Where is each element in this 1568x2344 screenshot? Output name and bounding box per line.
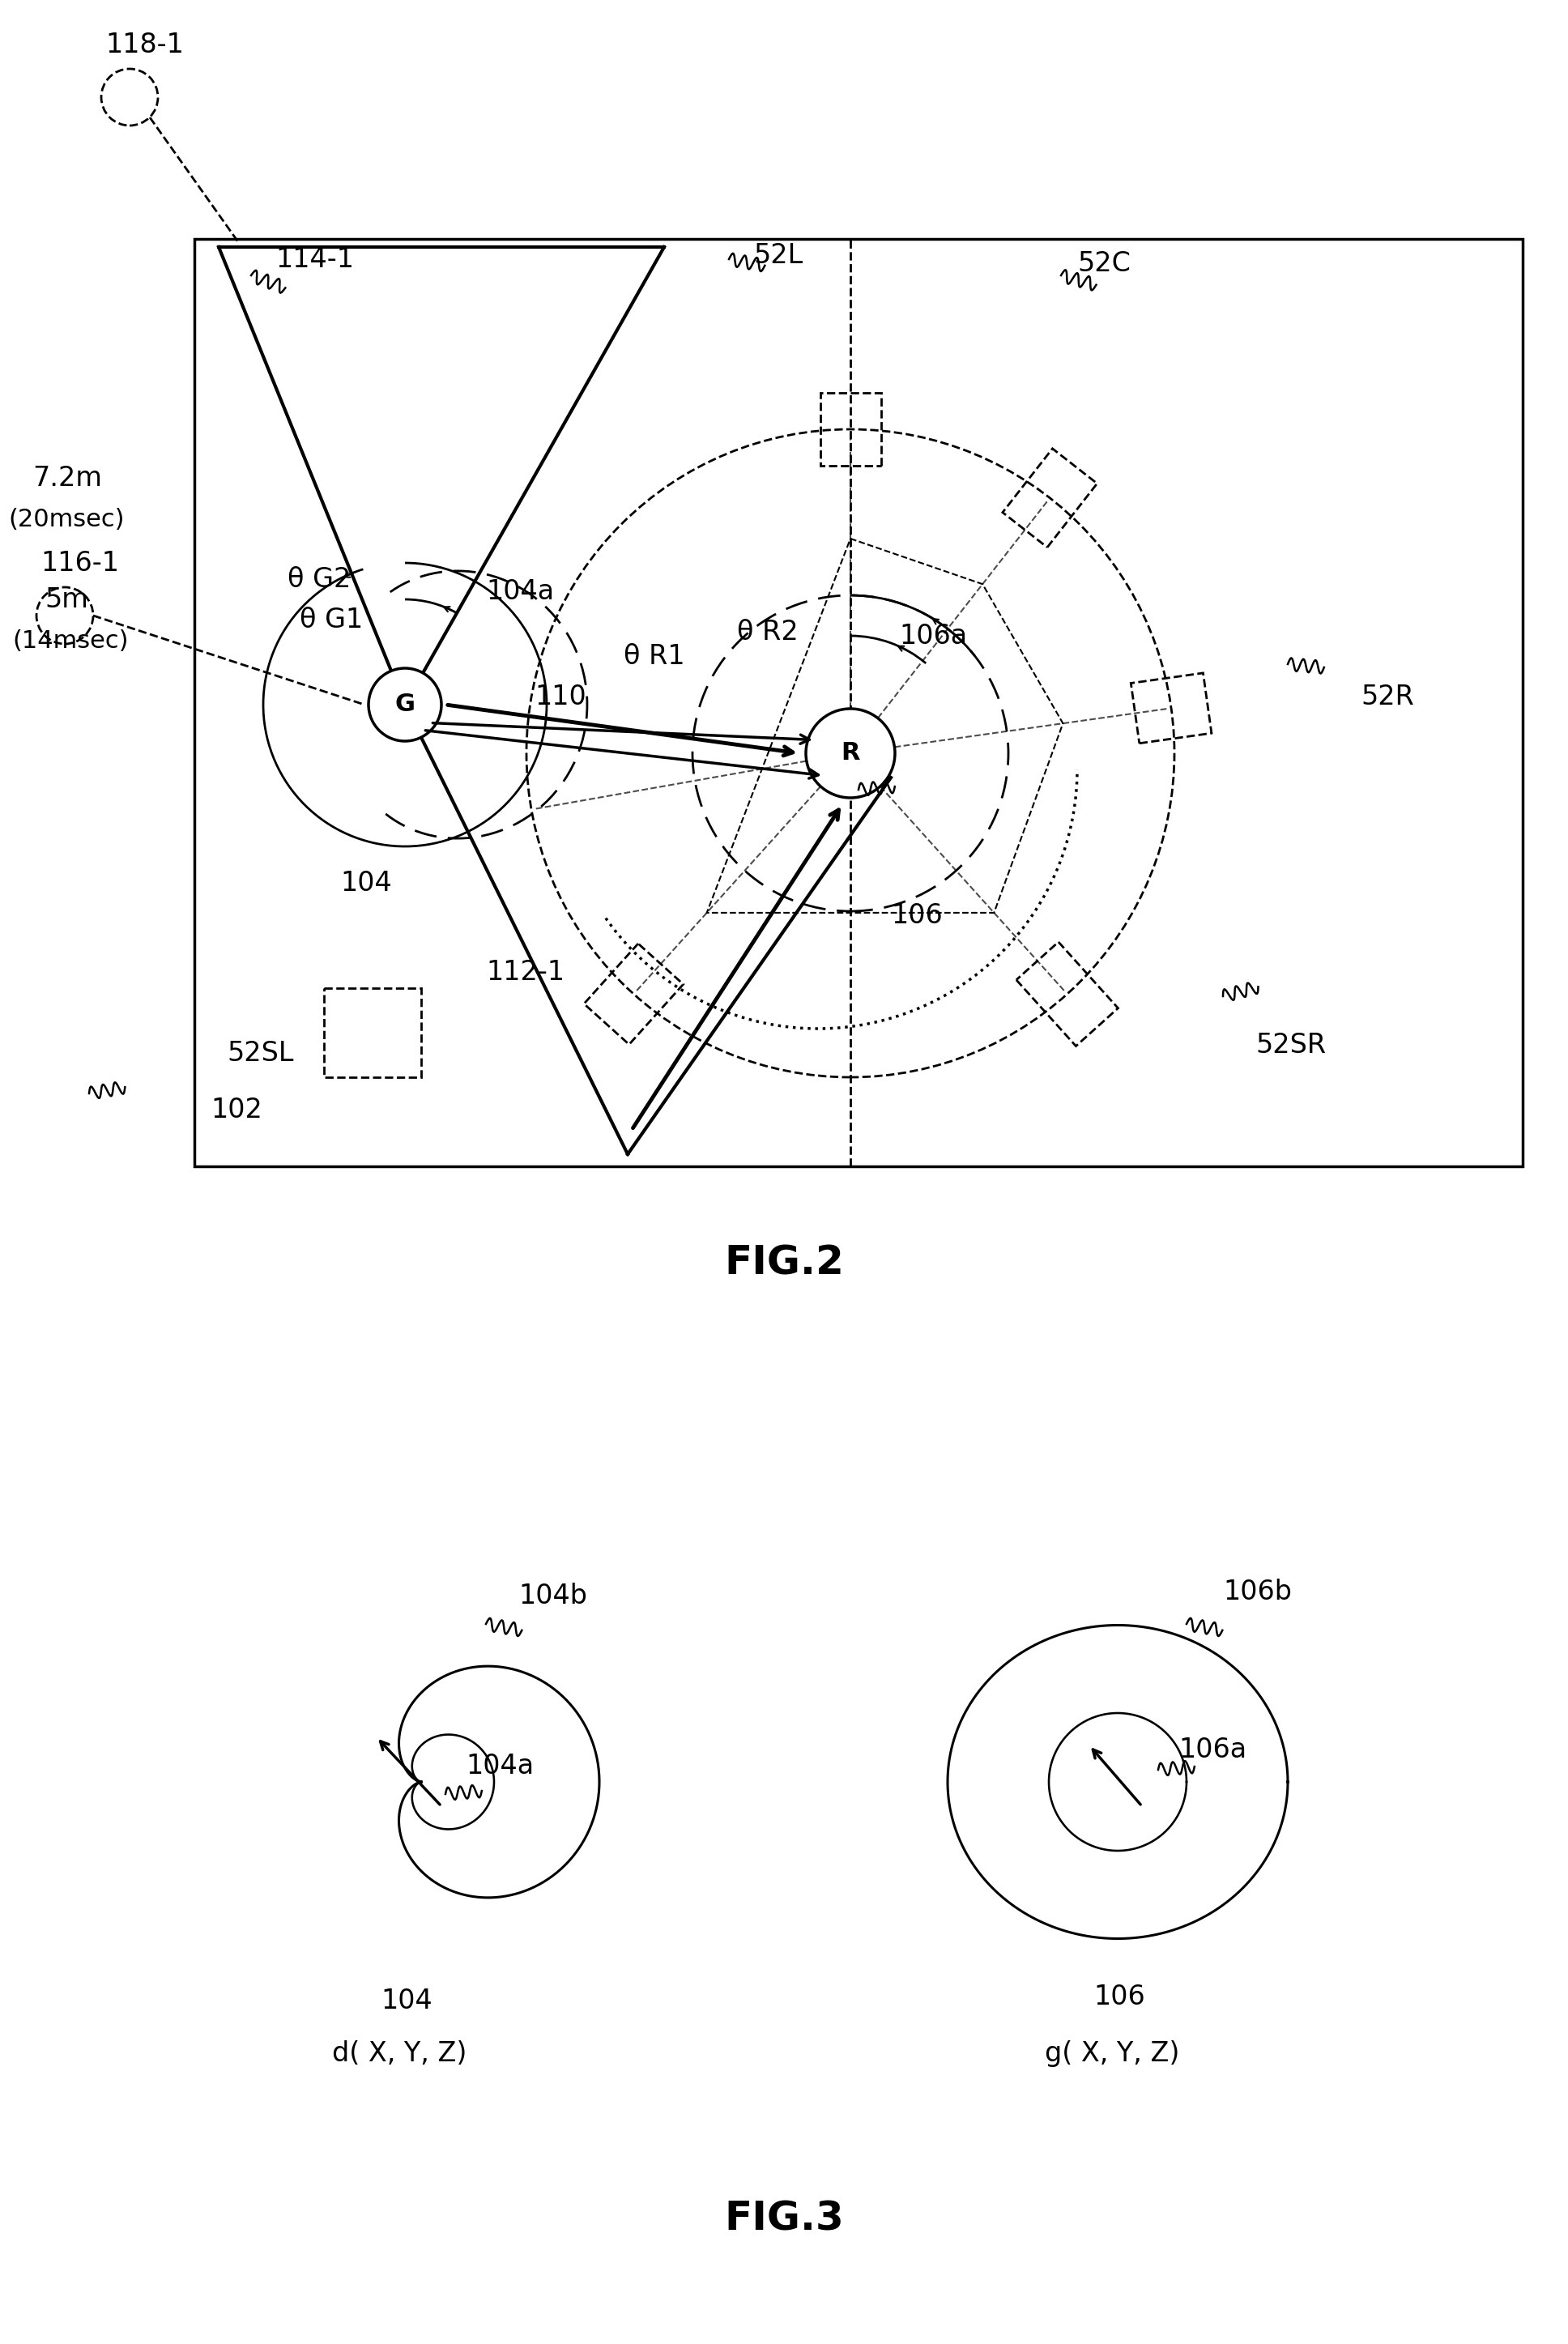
Text: 114-1: 114-1 — [276, 246, 354, 272]
Text: 52R: 52R — [1361, 684, 1414, 710]
Text: θ R1: θ R1 — [624, 642, 685, 670]
Text: 106b: 106b — [1223, 1578, 1292, 1606]
Text: G: G — [395, 694, 416, 717]
Text: 52SL: 52SL — [227, 1041, 293, 1067]
Text: 104a: 104a — [486, 579, 554, 605]
Text: θ G1: θ G1 — [299, 607, 364, 633]
Text: 106a: 106a — [898, 624, 967, 649]
Text: 102: 102 — [210, 1097, 262, 1123]
Circle shape — [806, 708, 895, 797]
Text: FIG.3: FIG.3 — [724, 2199, 844, 2239]
Text: 112-1: 112-1 — [486, 959, 564, 987]
Text: 5m: 5m — [44, 586, 88, 614]
Text: 106a: 106a — [1179, 1737, 1247, 1763]
Text: 52C: 52C — [1077, 251, 1131, 277]
Text: 118-1: 118-1 — [105, 30, 183, 59]
Text: g( X, Y, Z): g( X, Y, Z) — [1044, 2039, 1179, 2067]
Text: 106: 106 — [891, 902, 942, 928]
Text: 104b: 104b — [519, 1582, 586, 1610]
Text: 104a: 104a — [466, 1753, 533, 1779]
Text: d( X, Y, Z): d( X, Y, Z) — [332, 2039, 467, 2067]
Text: 104: 104 — [340, 870, 392, 898]
Circle shape — [368, 668, 442, 741]
Text: 52L: 52L — [753, 241, 803, 270]
Text: 110: 110 — [535, 684, 586, 710]
Text: FIG.2: FIG.2 — [724, 1245, 844, 1282]
Text: 116-1: 116-1 — [41, 551, 119, 577]
Text: 7.2m: 7.2m — [33, 464, 102, 492]
Text: 106: 106 — [1093, 1983, 1145, 2011]
Text: R: R — [840, 741, 859, 764]
Text: 52SR: 52SR — [1256, 1031, 1327, 1059]
Text: θ G2: θ G2 — [287, 567, 351, 593]
Text: 104: 104 — [381, 1988, 433, 2013]
Text: (14msec): (14msec) — [13, 628, 129, 654]
Text: (20msec): (20msec) — [8, 509, 124, 532]
Text: θ R2: θ R2 — [737, 619, 798, 645]
